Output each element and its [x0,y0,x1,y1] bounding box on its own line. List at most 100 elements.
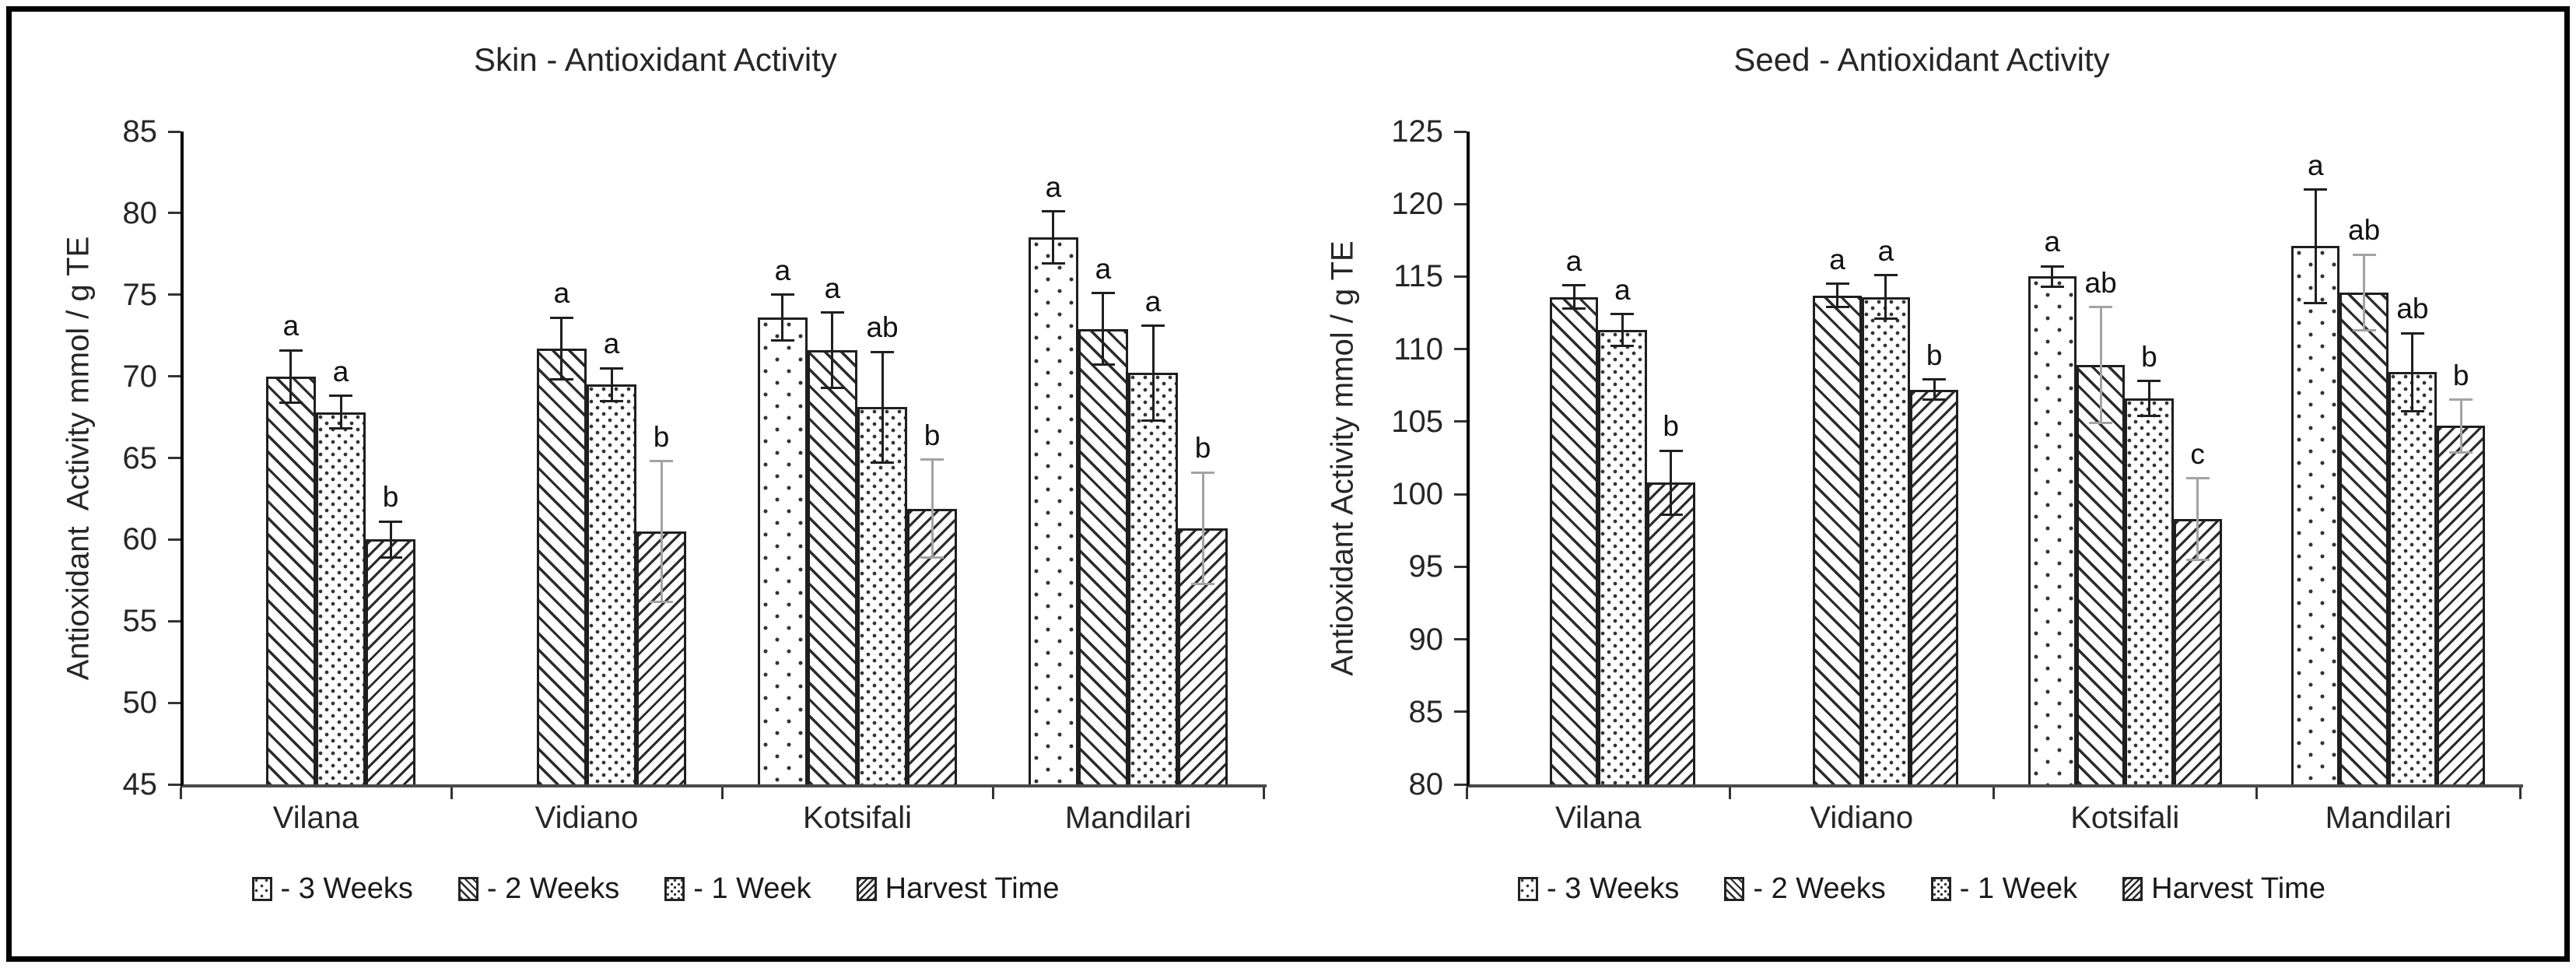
legend-label: - 3 Weeks [280,872,413,905]
error-bar-line [881,352,884,463]
y-tick-label: 50 [122,686,158,721]
error-bar-cap-bottom [1610,345,1635,348]
legend-swatch-dots-sparse-icon [251,876,272,901]
bar-2weeks-mandilari [1078,328,1128,784]
error-bar-cap-top [1873,274,1898,277]
error-bar-cap-top [2137,380,2161,383]
y-tick-label: 55 [122,604,158,639]
error-bar-line [1621,314,1624,346]
y-tick-label: 45 [122,767,158,801]
error-bar-cap-bottom [1191,582,1215,585]
x-axis-tick [720,787,724,799]
error-bar-cap-top [2400,331,2424,335]
legend-item: Harvest Time [2122,871,2325,907]
y-axis-tick [168,457,180,459]
error-bar-cap-bottom [2400,410,2424,413]
error-bar-cap-bottom [871,461,895,465]
y-axis-tick [168,130,180,133]
error-bar-line [931,459,934,558]
legend-item: - 2 Weeks [457,871,620,907]
y-tick-label: 105 [1391,404,1443,439]
error-bar-cap-top [1659,449,1683,452]
sig-letter: a [1829,243,1845,275]
error-bar-cap-top [1191,471,1215,474]
error-bar-line [1201,472,1204,584]
error-bar-line [2411,333,2414,412]
y-tick-label: 80 [1408,767,1444,801]
error-bar-line [289,350,293,403]
sig-letter: b [1663,410,1679,443]
skin-chart-title: Skin - Antioxidant Activity [474,41,837,78]
error-bar-line [660,461,663,602]
legend-item: - 2 Weeks [1724,871,1886,907]
legend-label: - 1 Week [693,872,811,905]
y-tick-label: 80 [122,195,158,230]
sig-letter: a [1565,244,1582,277]
error-bar-cap-bottom [1873,317,1898,320]
bar-2weeks-kotsifali [2076,365,2126,784]
category-label: Vilana [272,801,359,835]
legend-label: Harvest Time [885,872,1060,905]
y-tick-label: 85 [122,114,158,149]
error-bar-cap-top [279,349,303,352]
error-bar-line [1102,293,1105,365]
bar-harvesttime-mandilari [2437,426,2486,784]
category-label: Kotsifali [2070,801,2180,835]
x-axis-tick [991,787,994,799]
bar-1week-vilana [1598,330,1647,784]
y-axis-tick [168,212,180,215]
error-bar-cap-top [871,350,895,353]
legend-item: - 1 Week [664,871,811,907]
bar-1week-mandilari [1128,373,1179,784]
error-bar-cap-top [329,395,353,398]
error-bar-line [1572,285,1575,309]
y-tick-label: 100 [1391,477,1443,512]
sig-letter: a [774,254,791,286]
y-tick-label: 60 [122,522,158,557]
y-tick-label: 65 [122,440,158,475]
y-tick-label: 115 [1393,259,1443,294]
error-bar-cap-bottom [379,556,403,559]
error-bar-line [1884,275,1887,319]
bar-harvesttime-vidiano [1910,389,1959,784]
legend-item: Harvest Time [856,871,1060,907]
bar-2weeks-kotsifali [807,350,857,784]
legend-label: - 2 Weeks [1753,872,1886,905]
error-bar-line [1151,325,1155,421]
legend-swatch-diag-fwd-icon [856,876,877,901]
skin-plot-area [180,132,1267,787]
error-bar-cap-bottom [770,338,794,342]
error-bar-line [2099,307,2102,423]
sig-letter: a [603,328,620,360]
sig-letter: a [553,277,570,310]
legend-label: - 2 Weeks [486,872,620,905]
error-bar-cap-bottom [1091,363,1115,367]
y-axis-tick [168,701,180,704]
y-tick-label: 110 [1393,331,1443,367]
skin-legend: - 3 Weeks - 2 Weeks - 1 Week Harvest Time [23,868,1288,909]
error-bar-cap-top [600,367,624,370]
error-bar-cap-bottom [2089,422,2113,425]
bar-2weeks-mandilari [2339,292,2388,784]
error-bar-cap-bottom [2449,451,2473,454]
legend-label: Harvest Time [2151,872,2325,905]
legend-swatch-dots-dense-icon [664,876,685,901]
sig-letter: b [2452,359,2469,391]
x-axis-tick [1465,787,1468,799]
error-bar-cap-bottom [2304,301,2328,304]
category-label: Mandilari [1064,801,1192,835]
sig-letter: ab [2348,214,2381,247]
bar-2weeks-vidiano [1813,295,1862,784]
bar-1week-kotsifali [2125,398,2174,784]
y-axis-tick [168,619,180,623]
y-axis-tick [1454,565,1467,568]
y-axis-tick [1454,493,1467,496]
sig-letter: a [1877,234,1894,267]
sig-letter: b [1194,432,1211,465]
bar-1week-mandilari [2388,372,2438,784]
sig-letter: ab [866,311,899,344]
sig-letter: a [1144,285,1162,317]
error-bar-cap-top [1091,292,1115,295]
error-bar-cap-top [2089,306,2113,309]
